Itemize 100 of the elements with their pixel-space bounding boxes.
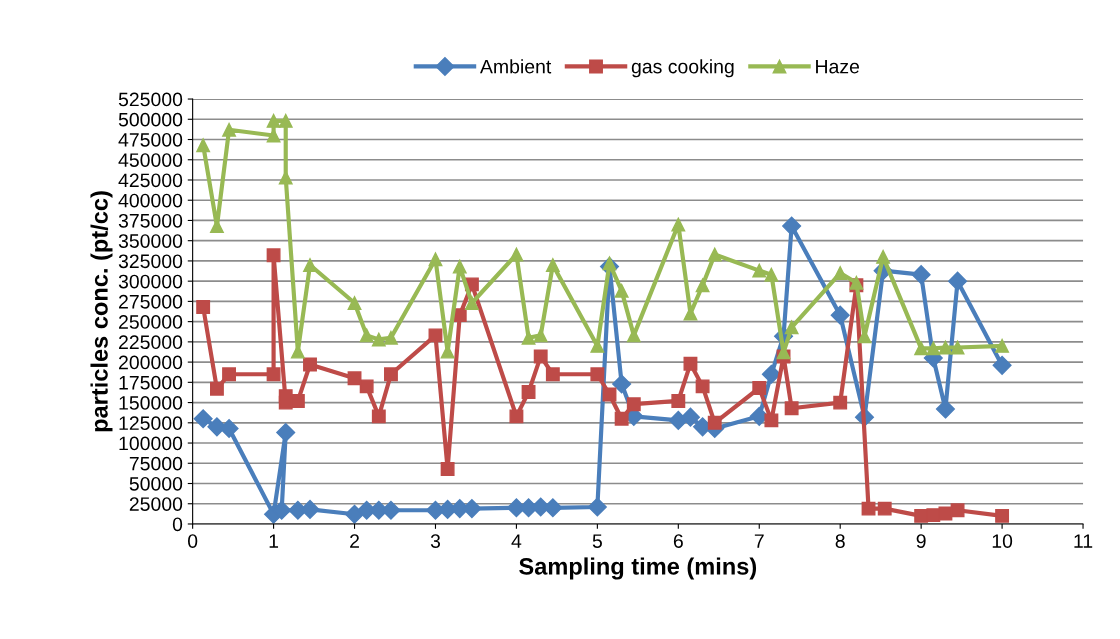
- x-tick-label: 11: [1074, 534, 1093, 548]
- point: [428, 328, 443, 343]
- x-tick-label: 10: [992, 534, 1013, 548]
- point: [209, 381, 224, 396]
- point: [948, 271, 968, 291]
- y-tick-label: 100000: [119, 436, 183, 451]
- point: [761, 364, 781, 384]
- point: [830, 305, 850, 325]
- point: [626, 397, 641, 412]
- point: [926, 508, 941, 523]
- y-tick-label: 500000: [118, 112, 183, 127]
- y-tick-label: 125000: [119, 416, 183, 431]
- point: [782, 216, 802, 236]
- point: [509, 247, 524, 262]
- point: [440, 461, 455, 476]
- x-tick-label: 6: [673, 534, 683, 548]
- point: [671, 394, 686, 408]
- point: [695, 379, 710, 394]
- point: [347, 296, 362, 310]
- point: [384, 330, 398, 345]
- y-tick-label: 350000: [118, 234, 183, 248]
- point: [428, 252, 443, 267]
- point: [303, 357, 317, 372]
- y-tick-label: 525000: [118, 92, 183, 107]
- point: [384, 367, 398, 382]
- point: [347, 371, 362, 386]
- y-tick-label: 200000: [119, 355, 183, 370]
- point: [784, 320, 799, 335]
- point: [752, 263, 767, 278]
- point: [509, 409, 524, 424]
- point: [626, 328, 641, 343]
- y-tick-label: 250000: [119, 315, 183, 329]
- point: [590, 338, 605, 353]
- y-tick-label: 425000: [118, 173, 183, 188]
- y-tick-label: 325000: [118, 254, 183, 269]
- point: [614, 411, 629, 426]
- point: [683, 356, 698, 371]
- point: [614, 283, 629, 298]
- point: [707, 415, 722, 430]
- point: [222, 367, 237, 382]
- point: [543, 498, 563, 518]
- point: [278, 389, 293, 404]
- point: [876, 249, 891, 264]
- point: [521, 385, 536, 399]
- x-tick-label: 3: [430, 534, 441, 548]
- point: [752, 381, 767, 395]
- point: [222, 122, 237, 137]
- point: [371, 332, 386, 347]
- y-tick-label: 225000: [119, 335, 183, 350]
- point: [300, 499, 320, 519]
- x-tick-label: 9: [916, 534, 926, 548]
- point: [545, 258, 560, 272]
- y-tick-label: 450000: [118, 153, 183, 167]
- point: [935, 399, 955, 419]
- x-tick-label: 1: [269, 534, 279, 548]
- y-tick-label: 150000: [119, 396, 183, 410]
- point: [950, 503, 965, 518]
- point: [950, 340, 965, 355]
- point: [764, 267, 779, 282]
- point: [359, 328, 374, 343]
- x-tick-label: 7: [754, 534, 764, 548]
- point: [266, 113, 281, 128]
- point: [452, 259, 467, 274]
- y-tick-label: 475000: [118, 132, 183, 147]
- point: [521, 330, 536, 345]
- point: [278, 113, 293, 128]
- y-tick-label: 50000: [129, 476, 183, 491]
- legend-label: Ambient: [480, 59, 552, 74]
- point: [266, 248, 281, 263]
- point: [462, 499, 482, 519]
- point: [612, 374, 632, 394]
- point: [587, 497, 607, 517]
- point: [344, 504, 365, 524]
- y-tick-label: 175000: [119, 375, 183, 390]
- x-tick-label: 4: [511, 534, 522, 548]
- point: [926, 341, 941, 356]
- y-tick-label: 25000: [129, 497, 183, 511]
- y-tick-label: 275000: [119, 294, 183, 309]
- point: [196, 300, 211, 315]
- point: [545, 367, 560, 382]
- point: [995, 338, 1010, 353]
- legend-label: Haze: [816, 59, 860, 74]
- point: [914, 341, 929, 356]
- point: [833, 266, 848, 281]
- y-tick-label: 0: [172, 517, 183, 532]
- point: [276, 422, 296, 443]
- point: [938, 506, 953, 521]
- point: [695, 278, 710, 293]
- point: [371, 409, 386, 424]
- point: [995, 508, 1010, 523]
- x-axis-title: Sampling time (mins): [519, 557, 757, 580]
- x-tick-label: 0: [187, 534, 198, 548]
- point: [196, 138, 211, 153]
- point: [219, 418, 239, 439]
- point: [938, 340, 953, 355]
- point: [533, 349, 548, 364]
- x-tick-label: 8: [835, 534, 845, 548]
- legend-label: gas cooking: [631, 59, 734, 78]
- point: [833, 395, 848, 410]
- point: [992, 355, 1012, 375]
